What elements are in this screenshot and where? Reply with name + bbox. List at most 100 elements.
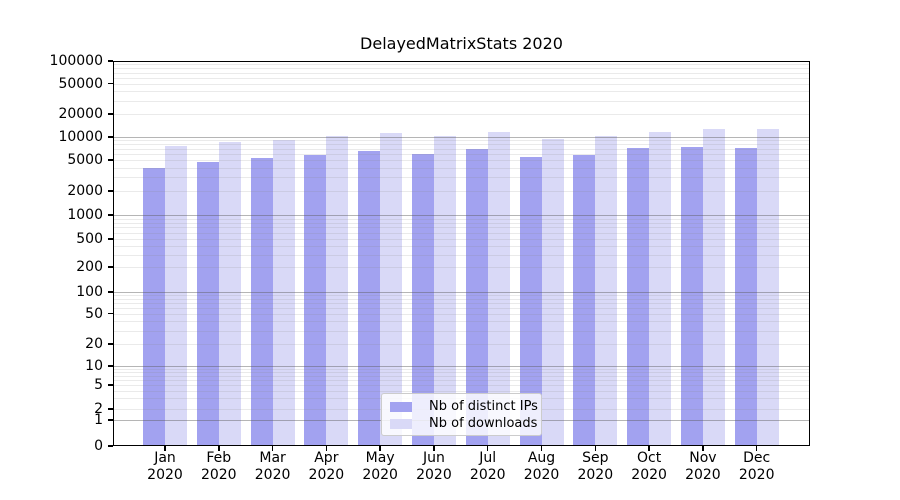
y-tick-label: 50: [85, 305, 103, 322]
x-tick-mark: [379, 446, 381, 451]
x-tick-mark: [755, 446, 758, 451]
y-tick-mark: [108, 312, 113, 315]
y-tick-label: 2000: [67, 183, 103, 199]
bar-distinct-ips-feb: [196, 162, 219, 446]
bar-distinct-ips-dec: [734, 147, 757, 446]
major-gridline: [113, 137, 810, 138]
minor-gridline: [113, 72, 810, 74]
minor-gridline: [113, 368, 810, 370]
x-tick-label-feb: Feb 2020: [200, 450, 237, 483]
y-tick-mark: [108, 419, 113, 421]
y-tick-mark: [108, 343, 113, 345]
y-tick-label: 10: [85, 358, 103, 374]
x-tick-label-may: May 2020: [362, 450, 398, 483]
plot-area: Nb of distinct IPs Nb of downloads: [113, 61, 810, 446]
bar-distinct-ips-jan: [143, 168, 165, 446]
y-tick-mark: [108, 60, 113, 62]
y-tick-label: 10000: [58, 129, 103, 145]
x-tick-label-nov: Nov 2020: [685, 450, 721, 483]
bar-downloads-jan: [165, 145, 187, 446]
y-tick-mark: [108, 190, 113, 192]
minor-gridline: [113, 90, 810, 92]
x-tick-mark: [540, 446, 543, 451]
x-tick-mark: [433, 446, 435, 451]
bar-downloads-aug: [541, 138, 564, 446]
x-tick-label-dec: Dec 2020: [738, 450, 775, 483]
minor-gridline: [113, 100, 810, 102]
minor-gridline: [113, 303, 810, 305]
minor-gridline: [113, 375, 810, 377]
minor-gridline: [113, 222, 810, 224]
minor-gridline: [113, 167, 810, 169]
minor-gridline: [113, 177, 810, 179]
legend-item-downloads: Nb of downloads: [386, 415, 537, 432]
y-tick-label: 20000: [58, 106, 103, 122]
y-tick-mark: [108, 82, 113, 85]
x-tick-label-sep: Sep 2020: [577, 450, 614, 483]
bar-distinct-ips-oct: [627, 148, 650, 446]
y-tick-mark: [108, 384, 113, 386]
y-tick-mark: [108, 408, 113, 410]
minor-gridline: [113, 191, 810, 192]
minor-gridline: [113, 232, 810, 234]
x-tick-mark: [325, 446, 328, 451]
bar-downloads-sep: [595, 136, 618, 446]
bar-downloads-nov: [702, 128, 725, 446]
y-tick-label: 5: [94, 377, 103, 393]
minor-gridline: [113, 313, 810, 315]
legend: Nb of distinct IPs Nb of downloads: [381, 393, 542, 436]
minor-gridline: [113, 307, 810, 309]
y-tick-mark: [108, 238, 113, 240]
major-gridline: [113, 215, 810, 216]
y-tick-label: 5000: [67, 152, 103, 168]
minor-gridline: [113, 380, 810, 381]
legend-item-distinct-ips: Nb of distinct IPs: [386, 398, 538, 415]
y-tick-label: 1: [94, 412, 103, 428]
x-tick-mark: [648, 446, 650, 451]
minor-gridline: [113, 144, 810, 146]
minor-gridline: [113, 245, 810, 247]
minor-gridline: [113, 372, 810, 374]
bar-downloads-jul: [487, 131, 510, 446]
minor-gridline: [113, 160, 810, 161]
y-tick-label: 100000: [49, 53, 103, 69]
y-tick-label: 50000: [58, 75, 103, 92]
bar-distinct-ips-jun: [411, 153, 434, 446]
minor-gridline: [113, 227, 810, 229]
x-tick-mark: [702, 446, 704, 451]
legend-swatch-downloads: [390, 418, 412, 429]
x-tick-mark: [271, 446, 274, 451]
y-tick-mark: [108, 214, 113, 216]
bar-distinct-ips-nov: [680, 147, 703, 446]
minor-gridline: [113, 83, 810, 85]
major-gridline: [113, 366, 810, 367]
bar-downloads-dec: [756, 129, 779, 446]
y-tick-mark: [108, 266, 113, 268]
bar-distinct-ips-mar: [250, 158, 273, 446]
y-tick-mark: [108, 365, 113, 367]
bar-distinct-ips-may: [358, 150, 381, 446]
bar-downloads-oct: [649, 131, 672, 446]
minor-gridline: [113, 295, 810, 297]
minor-gridline: [113, 298, 810, 300]
minor-gridline: [113, 148, 810, 150]
minor-gridline: [113, 68, 810, 70]
bar-distinct-ips-aug: [519, 157, 542, 446]
y-tick-label: 0: [94, 438, 103, 454]
minor-gridline: [113, 64, 810, 66]
y-tick-mark: [108, 136, 113, 138]
x-tick-mark: [218, 446, 220, 451]
legend-label-distinct-ips: Nb of distinct IPs: [429, 399, 538, 414]
y-tick-mark: [108, 113, 113, 115]
minor-gridline: [113, 114, 810, 115]
bar-distinct-ips-apr: [304, 155, 327, 446]
y-tick-label: 100: [76, 284, 103, 300]
bar-distinct-ips-sep: [573, 155, 596, 446]
y-tick-mark: [108, 445, 113, 447]
bar-downloads-may: [380, 132, 403, 446]
y-tick-label: 200: [76, 259, 103, 275]
chart-title: DelayedMatrixStats 2020: [360, 34, 563, 53]
bar-downloads-apr: [326, 136, 349, 446]
y-tick-label: 2: [94, 401, 103, 417]
